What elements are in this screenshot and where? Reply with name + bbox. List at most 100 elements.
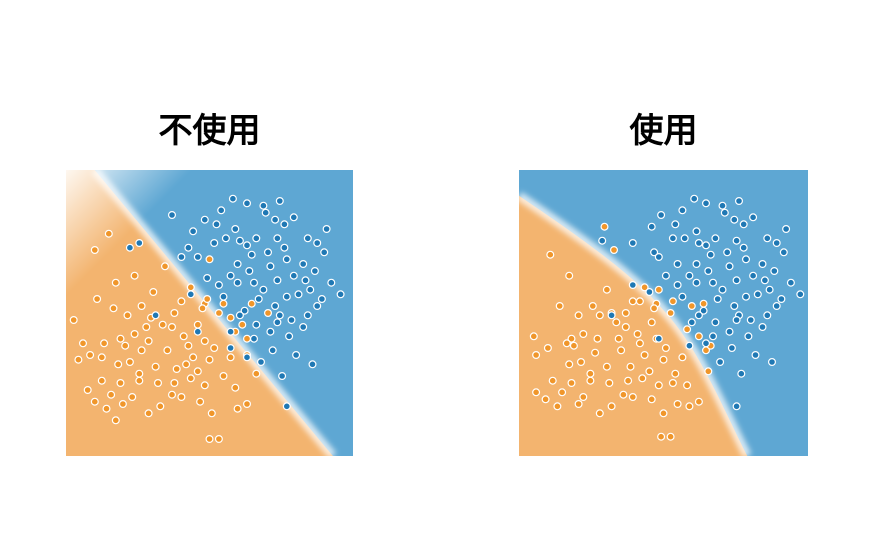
orange-point <box>647 395 656 404</box>
orange-point <box>657 432 666 441</box>
blue-point <box>673 259 682 268</box>
blue-point <box>749 271 758 280</box>
blue-point <box>250 334 259 343</box>
blue-point <box>231 224 240 233</box>
blue-point <box>189 227 198 236</box>
orange-point <box>588 302 597 311</box>
orange-point <box>111 278 120 287</box>
blue-point <box>690 194 699 203</box>
blue-point <box>678 206 687 215</box>
blue-point <box>692 227 701 236</box>
orange-point <box>553 402 562 411</box>
orange-point <box>628 297 637 306</box>
blue-point <box>779 248 788 257</box>
orange-point <box>650 304 659 313</box>
orange-point <box>576 358 585 367</box>
blue-point <box>212 220 221 229</box>
orange-point <box>184 341 193 350</box>
blue-point <box>247 250 256 259</box>
blue-point <box>598 236 607 245</box>
blue-point <box>210 238 219 247</box>
blue-point <box>732 402 741 411</box>
blue-point <box>303 234 312 243</box>
blue-point <box>317 294 326 303</box>
decision-boundary <box>519 192 752 456</box>
blue-point <box>271 302 280 311</box>
blue-point <box>200 215 209 224</box>
blue-point <box>226 271 235 280</box>
orange-point <box>628 393 637 402</box>
blue-point <box>692 278 701 287</box>
blue-point <box>687 318 696 327</box>
blue-point <box>233 278 242 287</box>
orange-point <box>182 360 191 369</box>
blue-point <box>654 252 663 261</box>
blue-point <box>751 351 760 360</box>
blue-point <box>706 250 715 259</box>
orange-point <box>205 435 214 444</box>
orange-point <box>102 404 111 413</box>
blue-point <box>711 234 720 243</box>
orange-point <box>687 302 696 311</box>
orange-point <box>548 376 557 385</box>
orange-point <box>193 320 202 329</box>
orange-point <box>668 379 677 388</box>
orange-point <box>647 318 656 327</box>
blue-point <box>760 276 769 285</box>
orange-point <box>74 355 83 364</box>
orange-point <box>567 334 576 343</box>
blue-point <box>727 344 736 353</box>
blue-point <box>235 236 244 245</box>
blue-point <box>680 234 689 243</box>
orange-point <box>595 409 604 418</box>
orange-point <box>532 351 541 360</box>
blue-point <box>243 199 252 208</box>
orange-point <box>562 339 571 348</box>
blue-point <box>725 262 734 271</box>
orange-point <box>111 416 120 425</box>
orange-point <box>125 358 134 367</box>
blue-point <box>252 320 261 329</box>
blue-point <box>273 276 282 285</box>
orange-point <box>565 271 574 280</box>
orange-point <box>137 302 146 311</box>
orange-point <box>116 334 125 343</box>
blue-point <box>742 255 751 264</box>
blue-point <box>228 194 237 203</box>
orange-point <box>144 409 153 418</box>
orange-point <box>666 432 675 441</box>
orange-point <box>123 311 132 320</box>
blue-point <box>671 220 680 229</box>
orange-point <box>86 351 95 360</box>
orange-point <box>97 353 106 362</box>
blue-point <box>303 311 312 320</box>
blue-point <box>282 402 291 411</box>
blue-point <box>226 344 235 353</box>
orange-point <box>114 360 123 369</box>
blue-point <box>287 316 296 325</box>
orange-point <box>207 409 216 418</box>
blue-point <box>782 224 791 233</box>
blue-point <box>221 234 230 243</box>
orange-point <box>186 374 195 383</box>
blue-point <box>673 280 682 289</box>
orange-point <box>579 393 588 402</box>
orange-point <box>638 374 647 383</box>
blue-point <box>732 276 741 285</box>
blue-point <box>718 285 727 294</box>
blue-point <box>661 271 670 280</box>
blue-point <box>711 318 720 327</box>
blue-point <box>336 290 345 299</box>
orange-point <box>635 297 644 306</box>
blue-point <box>765 285 774 294</box>
blue-point <box>647 222 656 231</box>
blue-point <box>744 332 753 341</box>
orange-point <box>704 367 713 376</box>
orange-point <box>659 355 668 364</box>
orange-point <box>210 344 219 353</box>
orange-point <box>107 390 116 399</box>
blue-point <box>184 243 193 252</box>
orange-point <box>90 245 99 254</box>
orange-point <box>160 262 169 271</box>
blue-point <box>654 334 663 343</box>
